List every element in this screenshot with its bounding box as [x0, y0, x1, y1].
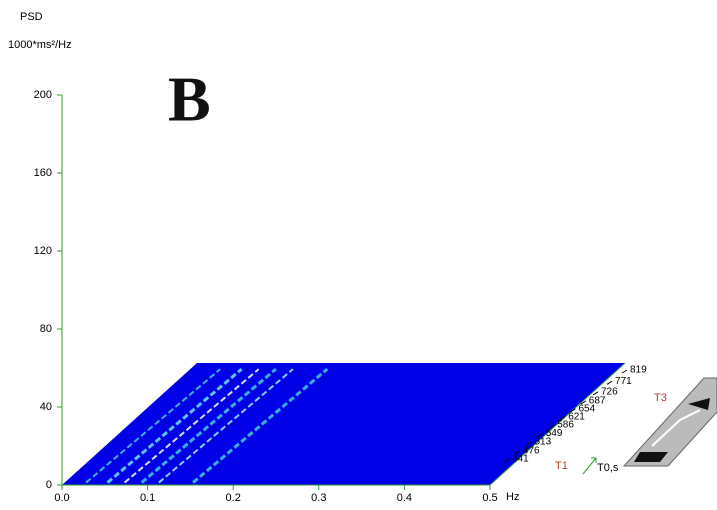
z-arrow-head	[591, 457, 597, 463]
marker-end: T3	[654, 392, 667, 404]
y-tick-label: 80	[40, 323, 52, 335]
z-tick	[503, 458, 510, 463]
x-tick-label: 0.0	[54, 492, 69, 504]
z-tick	[592, 391, 599, 396]
x-tick-label: 0.5	[482, 492, 497, 504]
z-tick-label: 549	[546, 428, 563, 439]
z-axis	[489, 362, 626, 486]
z-tick	[537, 433, 543, 438]
y-tick-label: 160	[34, 167, 52, 179]
x-tick-label: 0.2	[226, 492, 241, 504]
x-tick-label: 0.4	[397, 492, 412, 504]
z-tick-label: 586	[557, 420, 574, 431]
z-tick-label: 819	[630, 365, 647, 376]
z-tick-label: 654	[578, 403, 595, 414]
panel-label: B	[168, 64, 211, 135]
z-tick	[559, 416, 566, 421]
z-tick-label: 513	[534, 437, 551, 448]
surface-streak	[123, 368, 260, 484]
z-tick-label: 621	[568, 411, 585, 422]
surface-streak	[85, 368, 221, 484]
y-tick-label: 200	[34, 89, 52, 101]
z-tick	[621, 369, 628, 374]
z-tick-label: 476	[523, 445, 540, 456]
marker-start: T1	[555, 460, 568, 472]
z-tick-label: 726	[601, 387, 618, 398]
x-unit: Hz	[506, 491, 519, 503]
y-tick-label: 120	[34, 245, 52, 257]
surface-streak	[192, 367, 329, 484]
z-tick	[526, 441, 532, 446]
z-tick	[570, 408, 576, 413]
z-tick	[606, 380, 613, 385]
y-tick-label: 0	[46, 479, 52, 491]
z-tick-label: 771	[615, 376, 632, 387]
surface-streak	[158, 368, 294, 484]
z-tick	[580, 400, 587, 405]
y-unit: 1000*ms²/Hz	[8, 39, 72, 51]
z-tick-label: 687	[589, 396, 606, 407]
y-tick-label: 40	[40, 401, 52, 413]
z-arrow	[582, 457, 597, 475]
z-label: T0,s	[597, 462, 619, 474]
z-tick-label: 441	[512, 454, 529, 465]
x-tick-label: 0.1	[140, 492, 155, 504]
z-tick	[514, 450, 521, 455]
surface-streak	[140, 367, 277, 484]
z-tick	[549, 424, 555, 429]
rotate-icon	[622, 377, 717, 467]
x-tick-label: 0.3	[311, 492, 326, 504]
y-label: PSD	[20, 11, 43, 23]
surface-streak	[106, 367, 243, 484]
surface	[62, 363, 625, 485]
